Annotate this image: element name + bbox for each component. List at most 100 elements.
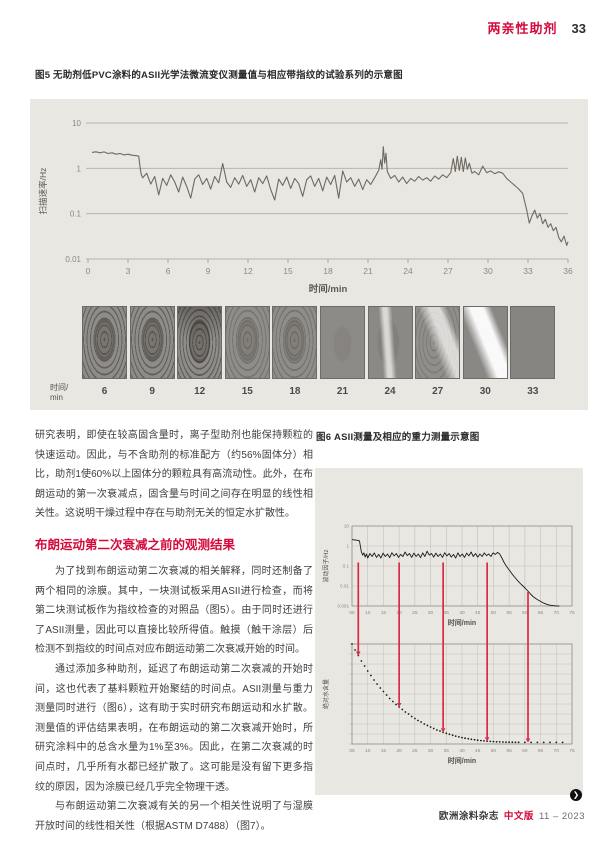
section-heading: 布朗运动第二次衰减之前的观测结果 <box>35 537 236 552</box>
page-footer: 欧洲涂料杂志 中文版 11 – 2023 <box>439 808 585 822</box>
figure6-panel: 1010.10.010.0010510152025303540455055606… <box>315 468 583 795</box>
edition-label: 中文版 <box>503 811 534 822</box>
next-page-icon[interactable]: ❯ <box>570 789 582 801</box>
svg-text:12: 12 <box>243 266 253 276</box>
svg-text:65: 65 <box>538 610 544 616</box>
svg-text:70: 70 <box>554 748 560 754</box>
fingerprint-column: 27 <box>415 306 461 397</box>
svg-text:60: 60 <box>522 748 528 754</box>
fingerprint-column: 9 <box>129 306 175 397</box>
svg-text:9: 9 <box>206 266 211 276</box>
svg-text:75: 75 <box>569 748 575 754</box>
svg-text:0.1: 0.1 <box>70 210 82 219</box>
svg-text:30: 30 <box>483 266 493 276</box>
svg-text:10: 10 <box>344 524 350 529</box>
svg-text:65: 65 <box>538 748 544 754</box>
svg-text:55: 55 <box>506 610 512 616</box>
svg-text:0.01: 0.01 <box>340 584 349 589</box>
svg-text:10: 10 <box>72 119 81 128</box>
svg-text:21: 21 <box>363 266 373 276</box>
fingerprint-image <box>415 306 461 379</box>
fingerprint-column: 30 <box>462 306 508 397</box>
svg-text:55: 55 <box>506 748 512 754</box>
fingerprint-image <box>319 306 365 379</box>
strip-time-axis-label: 时间/ min <box>50 383 68 403</box>
fingerprint-column: 15 <box>224 306 270 397</box>
svg-text:10: 10 <box>365 748 371 754</box>
svg-text:25: 25 <box>412 610 418 616</box>
svg-text:波动因子/Hz: 波动因子/Hz <box>322 549 330 582</box>
svg-text:50: 50 <box>491 610 497 616</box>
paragraph: 为了找到布朗运动第二次衰减的相关解释，同时还制备了两个相同的涂膜。其中，一块测试… <box>35 565 313 656</box>
svg-text:0.1: 0.1 <box>343 564 350 569</box>
fingerprint-image <box>129 306 175 379</box>
svg-text:时间/min: 时间/min <box>309 283 348 295</box>
strip-time-label-line1: 时间/ <box>50 383 69 392</box>
figure6-caption: 图6 ASII测量及相应的重力测量示意图 <box>316 432 480 443</box>
fingerprint-image <box>462 306 508 379</box>
svg-text:75: 75 <box>569 610 575 616</box>
svg-text:绝对水含量: 绝对水含量 <box>322 679 330 709</box>
svg-text:时间/min: 时间/min <box>448 756 476 765</box>
svg-text:05: 05 <box>349 610 355 616</box>
strip-time-label: 15 <box>241 386 253 397</box>
fingerprint-column: 6 <box>82 306 127 397</box>
paragraph: 研究表明，即使在较高固含量时，离子型助剂也能保持颗粒的快速运动。因此，与不含助剂… <box>35 430 313 520</box>
svg-text:30: 30 <box>428 748 434 754</box>
strip-time-label: 24 <box>384 386 396 397</box>
svg-text:10: 10 <box>365 610 371 616</box>
fingerprint-image <box>510 306 556 379</box>
fingerprint-column: 33 <box>510 306 556 397</box>
svg-text:45: 45 <box>475 610 481 616</box>
svg-text:45: 45 <box>475 748 481 754</box>
svg-text:50: 50 <box>491 748 497 754</box>
figure5-panel: 10 1 0.1 0.01 0 3 6 9 12 15 18 21 24 27 30 33 36 时间/min 扫描… <box>30 99 588 410</box>
svg-text:15: 15 <box>283 266 293 276</box>
strip-time-label: 27 <box>432 386 444 397</box>
fingerprint-image <box>367 306 413 379</box>
strip-time-label: 18 <box>289 386 301 397</box>
paragraph: 通过添加多种助剂，延迟了布朗运动第二次衰减的开始时间，这也代表了基料颗粒开始聚结… <box>35 663 313 793</box>
fingerprint-image <box>82 306 127 379</box>
svg-text:35: 35 <box>444 748 450 754</box>
fingerprint-strip: 6 9 12 15 18 21 24 27 30 33 <box>82 306 556 397</box>
fingerprint-image <box>272 306 318 379</box>
page-number: 33 <box>571 21 586 36</box>
figure5-caption: 图5 无助剂低PVC涂料的ASII光学法微流变仪测量值与相应带指纹的试验系列的示… <box>35 70 403 81</box>
svg-text:0.001: 0.001 <box>338 604 350 609</box>
strip-time-label-line2: min <box>50 393 63 402</box>
strip-time-label: 12 <box>194 386 206 397</box>
journal-name: 欧洲涂料杂志 <box>438 811 499 822</box>
strip-time-label: 33 <box>527 386 539 397</box>
svg-text:30: 30 <box>428 610 434 616</box>
strip-time-label: 6 <box>101 386 108 397</box>
fingerprint-image <box>177 306 223 379</box>
svg-text:0.01: 0.01 <box>65 255 81 264</box>
svg-text:3: 3 <box>126 266 131 276</box>
svg-text:35: 35 <box>444 610 450 616</box>
fingerprint-column: 18 <box>272 306 318 397</box>
svg-text:33: 33 <box>523 266 533 276</box>
page-header: 两亲性助剂 33 <box>488 18 586 37</box>
strip-time-label: 21 <box>336 386 349 397</box>
svg-text:6: 6 <box>166 266 171 276</box>
svg-text:时间/min: 时间/min <box>448 618 476 627</box>
svg-text:05: 05 <box>349 748 355 754</box>
strip-time-label: 30 <box>479 386 491 397</box>
svg-text:25: 25 <box>412 748 418 754</box>
svg-text:20: 20 <box>396 748 402 754</box>
fingerprint-image <box>224 306 270 379</box>
svg-text:1: 1 <box>346 544 349 549</box>
svg-text:70: 70 <box>554 610 560 616</box>
svg-text:24: 24 <box>403 266 413 276</box>
strip-time-label: 9 <box>149 386 155 397</box>
svg-text:扫描速率/Hz: 扫描速率/Hz <box>38 168 48 215</box>
section-title: 两亲性助剂 <box>487 21 558 36</box>
fingerprint-column: 24 <box>367 306 413 397</box>
fingerprint-column: 12 <box>177 306 223 397</box>
paragraph: 与布朗运动第二次衰减有关的另一个相关性说明了与湿膜开放时间的线性相关性（根据AS… <box>35 801 313 832</box>
svg-text:36: 36 <box>563 266 573 276</box>
svg-text:15: 15 <box>381 610 387 616</box>
svg-text:27: 27 <box>443 266 453 276</box>
